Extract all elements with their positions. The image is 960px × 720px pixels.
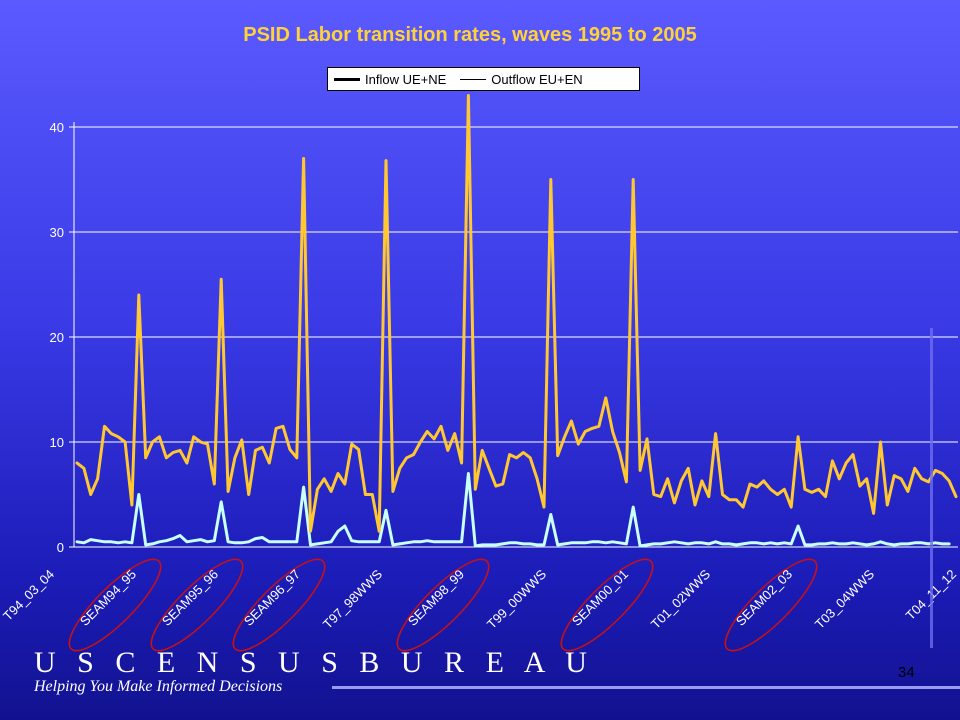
x-tick-labels: T94_03_04 SEAM94_95 SEAM95_96 SEAM96_97 T97_… (0, 558, 959, 652)
census-bureau-logo: U S C E N S U S B U R E A U (34, 646, 594, 679)
xtick-label-seam95_96: SEAM95_96 (159, 567, 221, 629)
page-number: 34 (898, 664, 915, 681)
highlight-ellipse-seam96_97 (232, 558, 326, 652)
census-bureau-tagline: Helping You Make Informed Decisions (34, 678, 283, 695)
highlight-ellipse-seam95_96 (150, 558, 244, 652)
legend-item-outflow: Outflow EU+EN (460, 71, 583, 87)
chart-title: PSID Labor transition rates, waves 1995 … (243, 24, 697, 46)
grid-lines (74, 126, 958, 443)
xtick-label-seam02_03: SEAM02_03 (733, 567, 795, 629)
axes (69, 122, 958, 548)
series-line-inflow (75, 94, 958, 533)
legend-swatch-inflow (334, 77, 360, 81)
series-line-outflow (75, 472, 951, 548)
series-lines (75, 94, 958, 548)
legend-swatch-outflow (460, 78, 487, 80)
xtick-label-t03_04wws: T03_04WWS (812, 566, 877, 631)
highlight-ellipse-seam00_01 (560, 558, 654, 652)
ytick-label-20: 20 (50, 330, 64, 345)
footer-rule (332, 686, 960, 689)
legend-label-outflow: Outflow EU+EN (491, 71, 583, 87)
legend-item-inflow: Inflow UE+NE (334, 72, 446, 87)
ytick-label-10: 10 (50, 435, 64, 450)
ytick-label-40: 40 (50, 120, 64, 135)
footer-vertical-rule (930, 328, 933, 648)
xtick-label-t94_03_04: T94_03_04 (0, 567, 57, 624)
xtick-label-seam00_01: SEAM00_01 (569, 567, 631, 629)
legend-label-inflow: Inflow UE+NE (365, 71, 447, 87)
ytick-label-0: 0 (57, 540, 64, 555)
xtick-label-seam94_95: SEAM94_95 (77, 567, 139, 629)
chart-legend: Inflow UE+NE Outflow EU+EN (327, 67, 640, 91)
xtick-label-seam96_97: SEAM96_97 (241, 567, 303, 629)
highlight-ellipse-seam02_03 (724, 558, 818, 652)
xtick-label-t99_00wws: T99_00WWS (484, 566, 549, 631)
xtick-label-seam98_99: SEAM98_99 (405, 567, 467, 629)
xtick-label-t97_98wws: T97_98WWS (320, 566, 385, 631)
y-tick-labels: 0 10 20 30 40 (50, 120, 64, 555)
ytick-label-30: 30 (50, 225, 64, 240)
highlight-ellipse-seam94_95 (68, 558, 162, 652)
highlight-ellipse-seam98_99 (396, 558, 490, 652)
xtick-label-t01_02wws: T01_02WWS (648, 566, 713, 631)
